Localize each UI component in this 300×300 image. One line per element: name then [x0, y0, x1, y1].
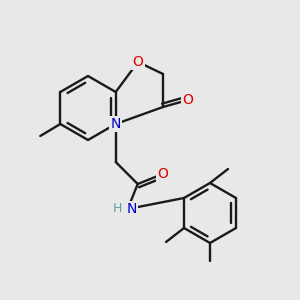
Text: O: O: [133, 55, 143, 69]
Text: N: N: [127, 202, 137, 216]
Text: H: H: [113, 202, 122, 215]
Text: O: O: [183, 93, 194, 107]
Text: N: N: [110, 117, 121, 131]
Text: O: O: [157, 167, 168, 181]
